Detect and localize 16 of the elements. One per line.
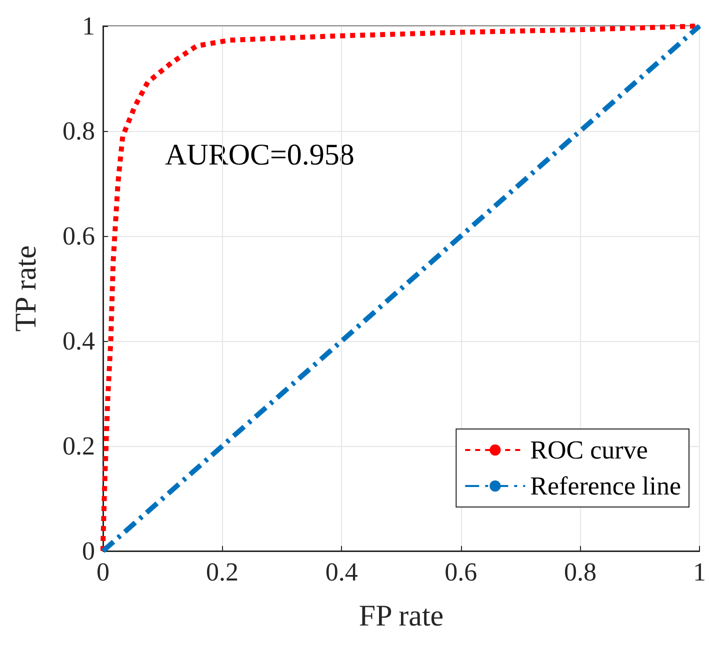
y-tick-label: 0.6: [62, 222, 95, 250]
y-tick-label: 1: [82, 12, 95, 40]
x-axis-title: FP rate: [358, 600, 444, 632]
annotation: AUROC=0.958: [165, 138, 354, 172]
x-tick-label: 1: [693, 558, 706, 586]
legend-label: ROC curve: [530, 436, 648, 464]
y-axis-title: TP rate: [10, 245, 42, 332]
y-tick-label: 0: [82, 536, 95, 566]
x-tick-label: 0.4: [325, 558, 358, 586]
y-tick-label: 0.4: [62, 326, 95, 356]
x-tick-label: 0.2: [206, 558, 239, 586]
y-tick-label: 0.2: [62, 432, 95, 460]
x-tick-label: 0.8: [564, 558, 596, 586]
legend-label: Reference line: [530, 472, 682, 500]
y-tick-label: 0.8: [62, 116, 95, 146]
x-tick-label: 0.6: [444, 558, 478, 586]
